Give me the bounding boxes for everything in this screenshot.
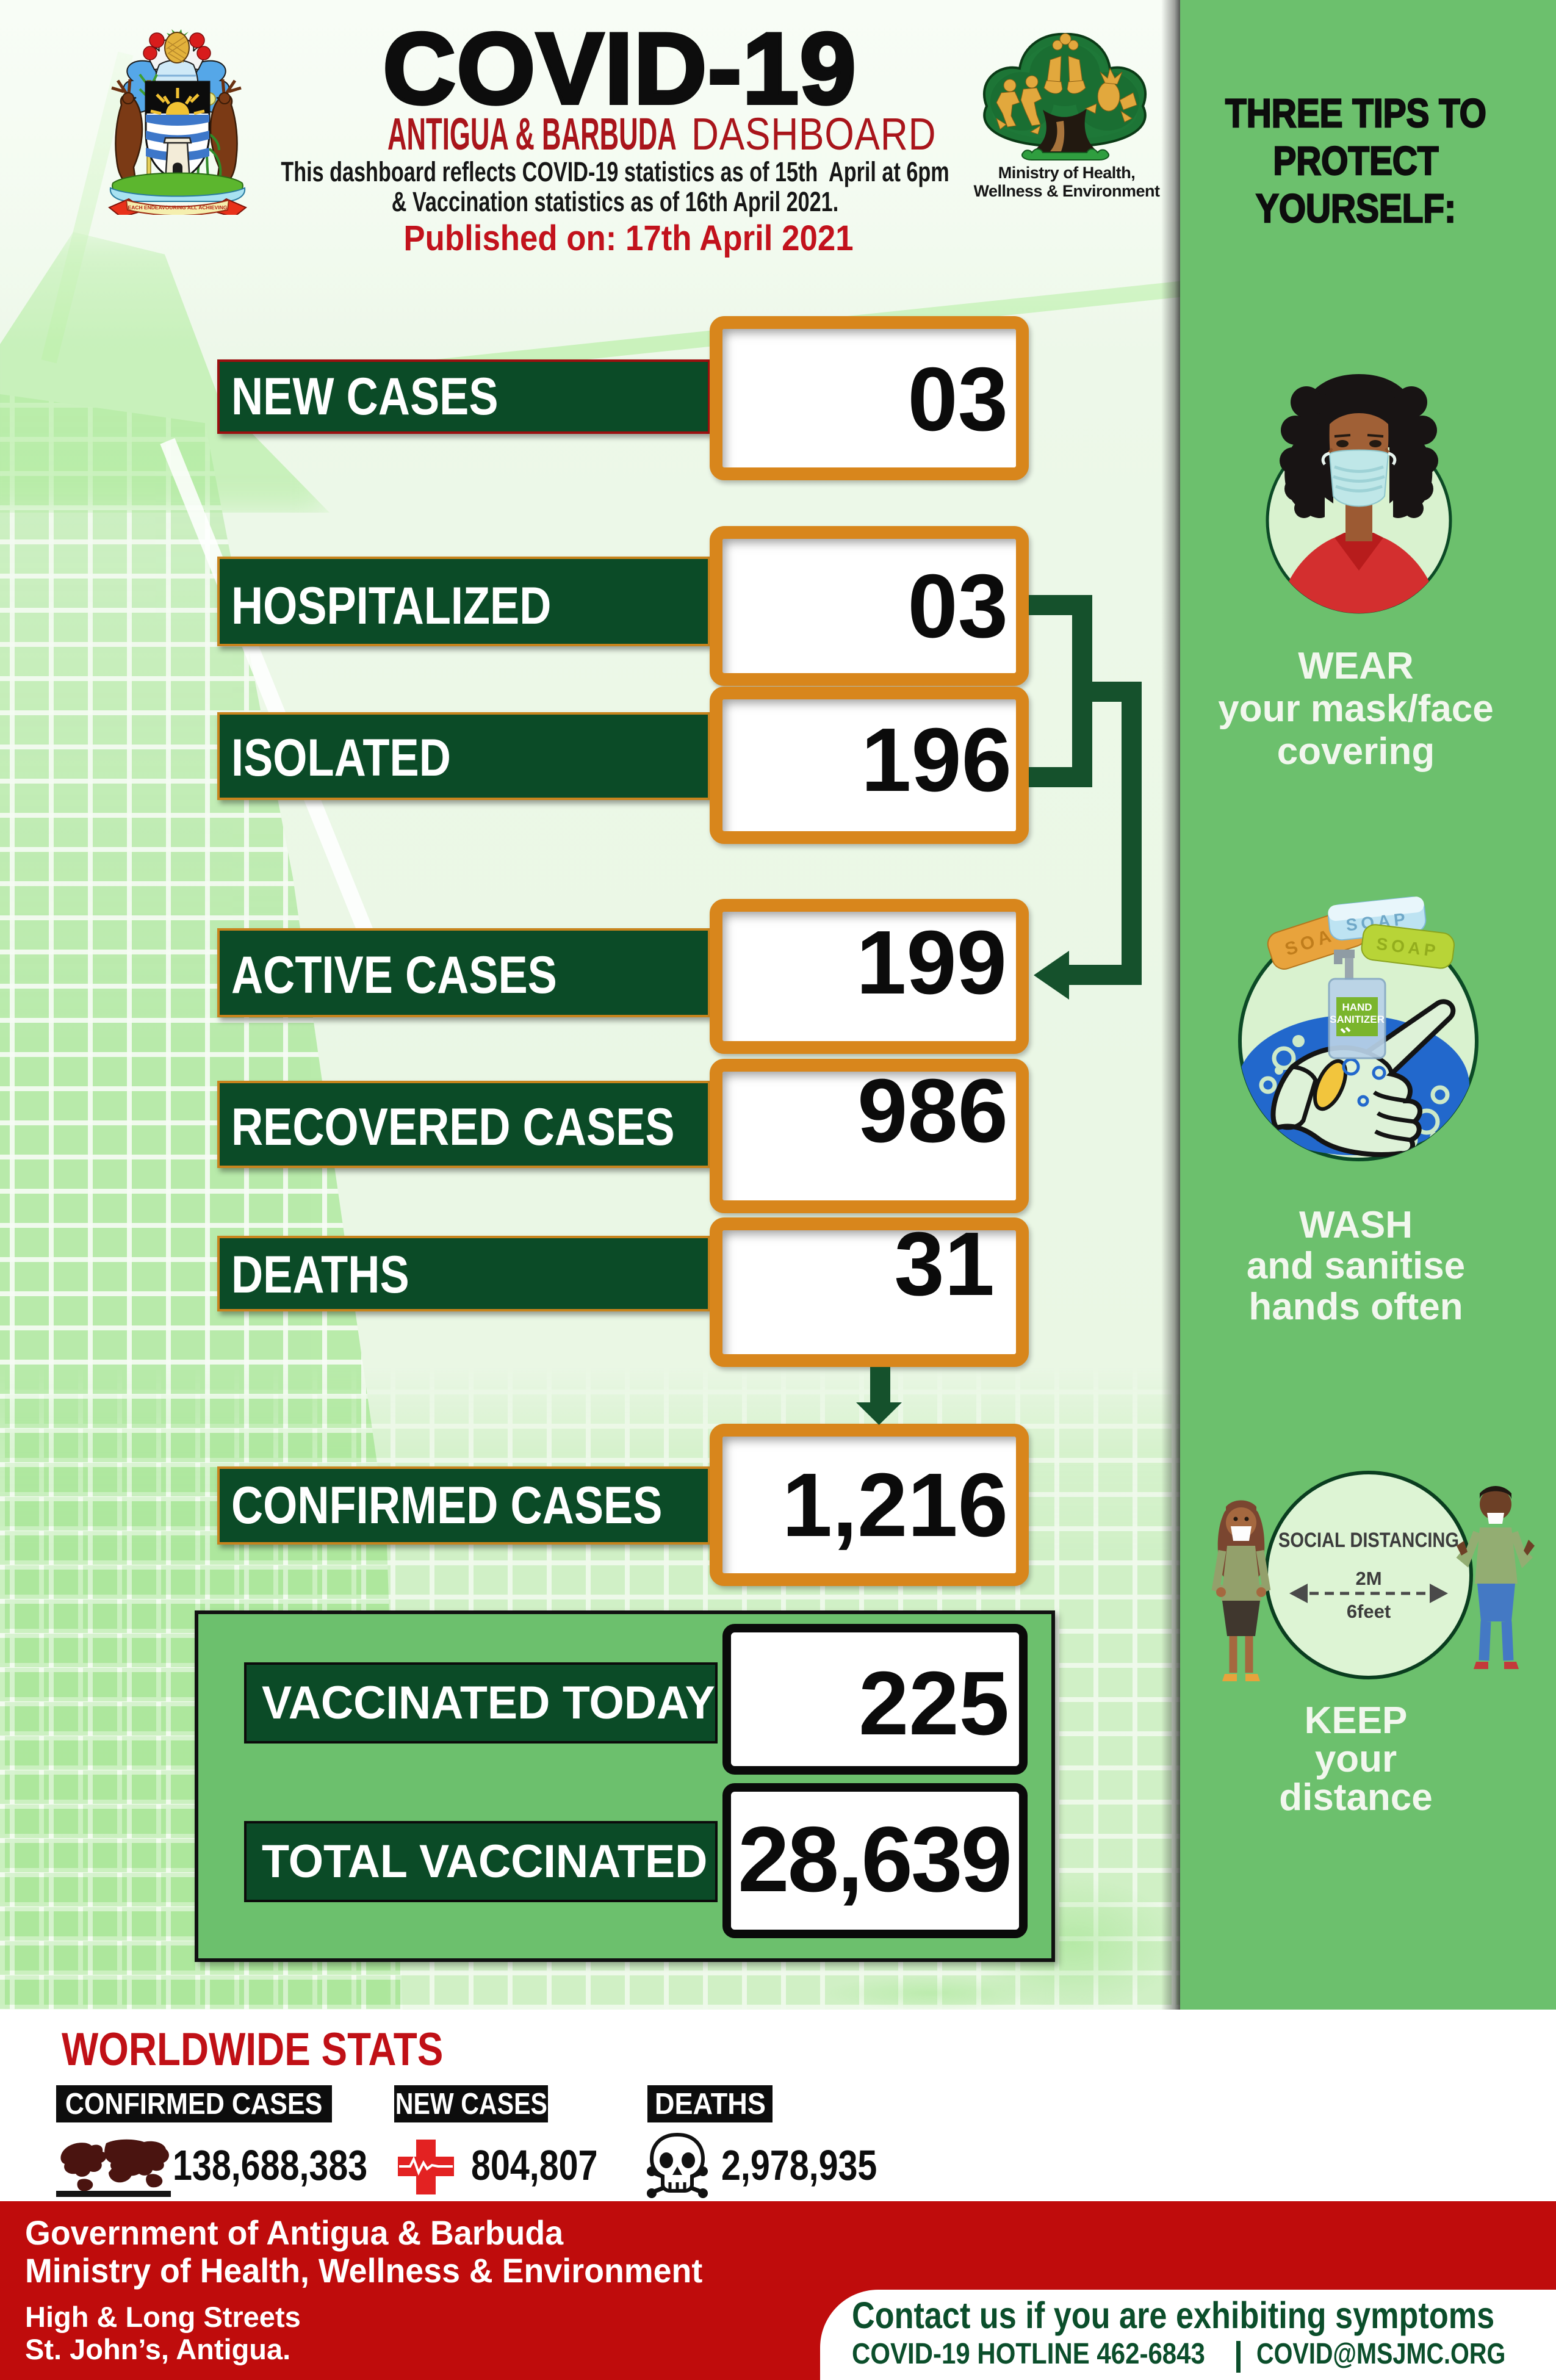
svg-text:HAND: HAND: [1342, 1001, 1372, 1013]
svg-text:2M: 2M: [1355, 1568, 1381, 1589]
svg-text:SOCIAL DISTANCING: SOCIAL DISTANCING: [1278, 1529, 1459, 1552]
svg-text:6feet: 6feet: [1347, 1601, 1391, 1622]
svg-text:SANITIZER: SANITIZER: [1330, 1014, 1385, 1025]
svg-text:EACH ENDEAVOURING ALL ACHIEVIN: EACH ENDEAVOURING ALL ACHIEVING: [128, 204, 228, 211]
